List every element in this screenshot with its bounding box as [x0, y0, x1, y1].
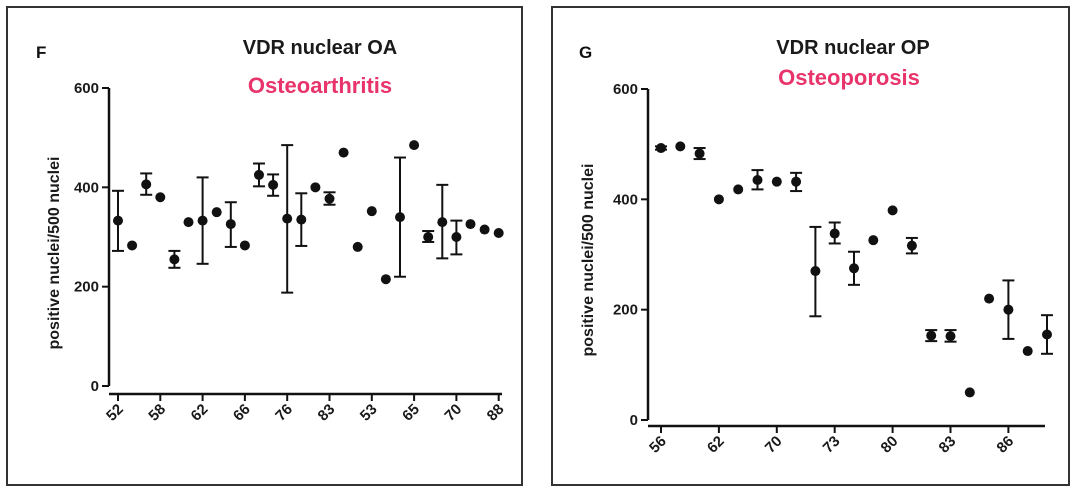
- chart-g-data-point: [713, 194, 724, 205]
- chart-g-y-tick-label: 0: [630, 412, 638, 429]
- chart-g-y-tick-label: 200: [613, 302, 638, 319]
- chart-g-data-point: [771, 176, 782, 187]
- chart-g-data-point: [656, 143, 666, 154]
- chart-f-x-tick-label: 62: [188, 401, 212, 425]
- chart-g-svg: G VDR nuclear OP Osteoporosis positive n…: [579, 37, 1053, 457]
- chart-f-y-tick-label: 400: [74, 179, 99, 196]
- chart-f-title: VDR nuclear OA: [243, 37, 397, 59]
- chart-f-data-point: [493, 228, 504, 239]
- chart-g-data-point: [926, 330, 937, 341]
- chart-f-data-point: [324, 193, 335, 204]
- chart-f-data-point: [451, 232, 462, 242]
- chart-f-x-tick-label: 76: [272, 401, 296, 425]
- chart-f-x-tick-label: 53: [357, 401, 381, 425]
- chart-f-data-point: [155, 192, 166, 203]
- chart-g-ylabel: positive nuclei/500 nuclei: [580, 164, 597, 357]
- chart-f-x-tick-label: 70: [441, 401, 465, 425]
- chart-f-data-point: [310, 182, 321, 193]
- chart-g-x-tick-label: 70: [762, 433, 786, 457]
- chart-f-data-point: [282, 213, 293, 224]
- panel-letter-g: G: [579, 43, 592, 62]
- chart-f-x-tick-label: 52: [103, 401, 127, 425]
- chart-g-subtitle: Osteoporosis: [778, 65, 920, 90]
- chart-f-x-tick-label: 83: [315, 401, 339, 425]
- chart-g-data-point: [694, 148, 705, 159]
- chart-f-data-point: [197, 215, 208, 226]
- chart-g-data-point: [733, 184, 744, 195]
- chart-g-data-point: [752, 175, 763, 186]
- chart-f-data-point: [352, 241, 363, 252]
- chart-f-data-point: [395, 212, 405, 223]
- chart-f-data-point: [380, 274, 391, 285]
- chart-f-x-tick-label: 58: [145, 401, 169, 425]
- chart-f-x-tick-label: 88: [484, 401, 508, 425]
- chart-f-data-point: [423, 232, 434, 242]
- chart-f-data-point: [409, 140, 420, 151]
- chart-g-x-tick-label: 73: [820, 433, 844, 457]
- chart-g-x-tick-label: 83: [936, 433, 960, 457]
- chart-f-data-point: [225, 219, 236, 230]
- chart-f-subtitle: Osteoarthritis: [248, 73, 392, 98]
- chart-f-x-tick-label: 65: [399, 401, 423, 425]
- chart-f-data-point: [183, 217, 194, 228]
- chart-f-y-tick-label: 0: [91, 378, 99, 395]
- chart-g-y-tick-label: 400: [613, 191, 638, 208]
- chart-g-y-tick-label: 600: [613, 81, 638, 98]
- chart-f-svg: F VDR nuclear OA Osteoarthritis positive…: [36, 37, 508, 425]
- chart-f-data-point: [141, 179, 152, 190]
- chart-g-data-point: [1042, 329, 1052, 340]
- chart-f-data-point: [465, 219, 476, 230]
- chart-g-data-point: [887, 205, 898, 216]
- panel-letter-f: F: [36, 43, 46, 62]
- chart-f-y-tick-label: 200: [74, 279, 99, 296]
- chart-g-data-point: [791, 176, 802, 187]
- chart-g-data-point: [945, 331, 956, 342]
- chart-f-x-tick-label: 66: [230, 401, 254, 425]
- chart-f-data-point: [338, 147, 349, 158]
- chart-f-data-point: [296, 214, 307, 225]
- chart-f-data-point: [211, 207, 222, 218]
- chart-f-data-point: [366, 206, 377, 217]
- chart-g-x-tick-label: 56: [646, 433, 670, 457]
- chart-f-data-point: [254, 169, 264, 180]
- chart-f-data-point: [239, 240, 250, 251]
- chart-g-data-point: [868, 235, 879, 246]
- chart-g-data-point: [964, 387, 975, 398]
- chart-f-data-point: [479, 224, 490, 235]
- chart-f-data-point: [113, 215, 123, 226]
- chart-panel-f: F VDR nuclear OA Osteoarthritis positive…: [6, 6, 523, 486]
- chart-g-data-point: [906, 240, 917, 251]
- chart-f-data-point: [127, 240, 138, 251]
- chart-g-title: VDR nuclear OP: [776, 37, 929, 59]
- chart-f-data-point: [268, 179, 279, 190]
- chart-panel-g: G VDR nuclear OP Osteoporosis positive n…: [551, 6, 1070, 486]
- chart-g-data-point: [1022, 346, 1033, 357]
- chart-g-x-tick-label: 80: [878, 433, 902, 457]
- chart-g-plot: 0 200 400 600 56 62 70 73 80 83 86: [613, 81, 1053, 457]
- chart-g-data-point: [810, 266, 821, 277]
- chart-g-data-point: [1003, 304, 1014, 315]
- chart-f-data-point: [437, 217, 448, 228]
- chart-f-y-tick-label: 600: [74, 80, 99, 97]
- chart-g-x-tick-label: 86: [993, 433, 1017, 457]
- chart-g-data-point: [829, 228, 840, 239]
- chart-g-x-tick-label: 62: [704, 433, 728, 457]
- chart-g-data-point: [849, 263, 859, 274]
- chart-f-ylabel: positive nuclei/500 nuclei: [46, 157, 63, 350]
- chart-f-data-point: [169, 254, 180, 265]
- chart-f-plot: 0 200 400 600 52 58 62 66 76 83 53 65 70 88: [74, 80, 508, 425]
- chart-g-data-point: [675, 141, 686, 152]
- chart-g-data-point: [984, 293, 995, 304]
